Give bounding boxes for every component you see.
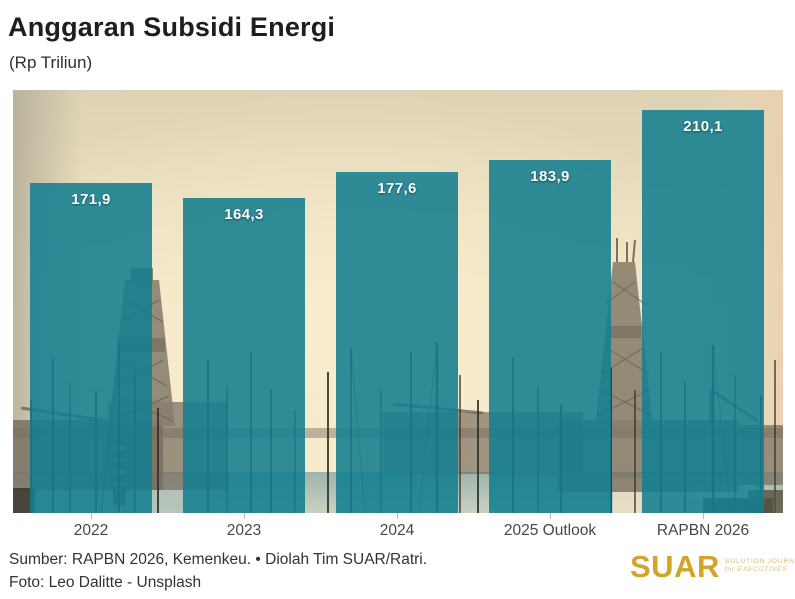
bar-value-label: 183,9 — [530, 168, 570, 185]
chart-subtitle: (Rp Triliun) — [9, 53, 93, 72]
x-axis-tick — [397, 513, 398, 519]
logo-tagline-line1: SOLUTION JOURNALISM — [724, 558, 795, 565]
bar-2025 Outlook: 183,9 — [489, 160, 611, 513]
x-axis-label: 2024 — [379, 522, 415, 539]
x-axis-label: 2023 — [226, 522, 262, 539]
x-axis-tick — [703, 513, 704, 519]
x-axis-tick — [244, 513, 245, 519]
x-axis-label: 2022 — [73, 522, 109, 539]
bar-value-label: 210,1 — [683, 118, 723, 135]
logo-tagline-line2: for EXECUTIVES — [724, 566, 788, 573]
bar-series: 171,9 164,3 177,6 183,9 210,1 — [13, 90, 783, 513]
logo-tagline: SOLUTION JOURNALISM for EXECUTIVES — [725, 558, 795, 574]
bar-value-label: 171,9 — [71, 191, 111, 208]
bar-RAPBN 2026: 210,1 — [642, 110, 764, 513]
x-axis: 2022 2023 2024 2025 Outlook RAPBN 2026 — [13, 513, 783, 547]
bar-2024: 177,6 — [336, 172, 458, 513]
x-axis-label: 2025 Outlook — [503, 522, 597, 539]
x-axis-label: RAPBN 2026 — [656, 522, 750, 539]
source-text: Sumber: RAPBN 2026, Kemenkeu. • Diolah T… — [9, 551, 428, 568]
logo-wordmark: SUAR — [630, 549, 720, 584]
bar-value-label: 177,6 — [377, 180, 417, 197]
bar-2023: 164,3 — [183, 198, 305, 513]
chart-plot-area: 171,9 164,3 177,6 183,9 210,1 — [13, 90, 783, 513]
photo-credit-text: Foto: Leo Dalitte - Unsplash — [9, 574, 202, 591]
bar-2022: 171,9 — [30, 183, 152, 513]
suar-logo: SUAR SOLUTION JOURNALISM for EXECUTIVES — [630, 549, 795, 584]
chart-title: Anggaran Subsidi Energi — [8, 12, 336, 42]
footer: Sumber: RAPBN 2026, Kemenkeu. • Diolah T… — [9, 548, 427, 594]
bar-value-label: 164,3 — [224, 206, 264, 223]
x-axis-tick — [91, 513, 92, 519]
x-axis-tick — [550, 513, 551, 519]
